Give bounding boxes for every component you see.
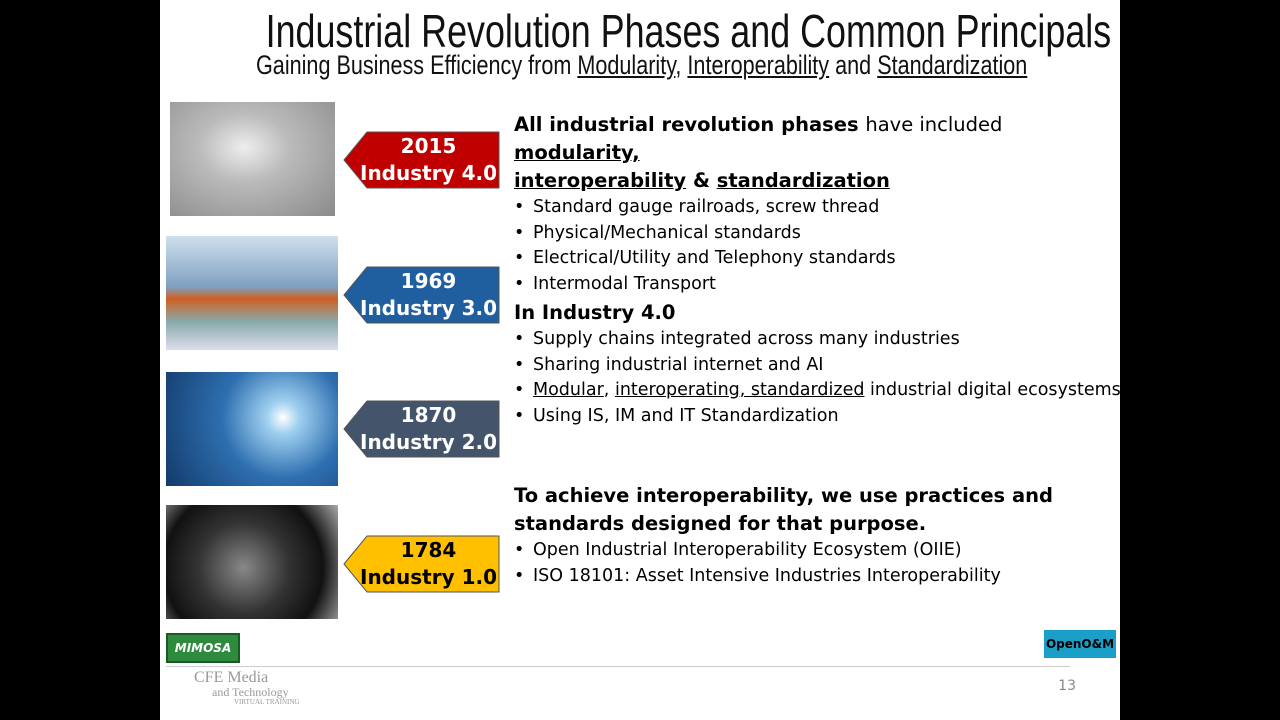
heading-text: To achieve interoperability, we use prac… [514, 484, 1053, 535]
subtitle-text: Gaining Business Efficiency from [256, 50, 572, 80]
section: All industrial revolution phases have in… [514, 111, 1114, 298]
title: Industrial Revolution Phases and Common … [265, 5, 1112, 57]
section: To achieve interoperability, we use prac… [514, 482, 1104, 589]
bullet: Open Industrial Interoperability Ecosyst… [514, 538, 1104, 564]
arrow-shape [343, 131, 500, 189]
bullet: Intermodal Transport [514, 272, 1114, 298]
year: 1870 [400, 403, 457, 427]
arrow-shape [343, 535, 500, 593]
arrow-text: 1784 Industry 1.0 [357, 537, 500, 591]
section: In Industry 4.0 Supply chains integrated… [514, 299, 1121, 430]
bullet-text: Modular [533, 380, 604, 401]
heading-text: have included [865, 113, 1003, 136]
year: 1969 [400, 269, 457, 293]
openom-logo: OpenO&M [1044, 630, 1116, 658]
year: 1784 [400, 538, 457, 562]
year: 2015 [400, 134, 457, 158]
cfe-logo: CFE Media and Technology VIRTUAL TRAININ… [194, 670, 300, 707]
page-number: 13 [1058, 678, 1076, 694]
bullet-text: industrial digital ecosystems [870, 380, 1121, 401]
bulbs-image [166, 372, 338, 486]
bullet: Sharing industrial internet and AI [514, 353, 1114, 379]
phase: Industry 4.0 [360, 161, 497, 185]
bullet: ISO 18101: Asset Intensive Industries In… [514, 564, 1104, 590]
mimosa-logo: MIMOSA [166, 633, 240, 663]
timeline-arrow: 1870 Industry 2.0 [343, 400, 500, 458]
timeline-arrow: 2015 Industry 4.0 [343, 131, 500, 189]
subtitle-text: Interoperability [687, 50, 830, 80]
subtitle-text: Modularity [577, 50, 676, 80]
heading-text: interoperability [514, 169, 687, 192]
heading-text: All industrial revolution phases [514, 113, 859, 136]
bullet: Supply chains integrated across many ind… [514, 327, 1114, 353]
brand-tag: VIRTUAL TRAINING [234, 698, 300, 706]
arrow-text: 1969 Industry 3.0 [357, 268, 500, 322]
phase: Industry 3.0 [360, 296, 497, 320]
slide: Industrial Revolution Phases and Common … [160, 0, 1121, 720]
brand: CFE Media [194, 669, 269, 686]
subtitle-text: and [835, 50, 872, 80]
heading-text: standardization [716, 169, 890, 192]
arrow-shape [343, 400, 500, 458]
heading-text: modularity, [514, 141, 640, 164]
bullet: Electrical/Utility and Telephony standar… [514, 246, 1114, 272]
arrow-shape [343, 266, 500, 324]
timeline-arrow: 1784 Industry 1.0 [343, 535, 500, 593]
subtitle-text: Standardization [877, 50, 1028, 80]
heading-text: & [692, 169, 710, 192]
timeline-arrow: 1969 Industry 3.0 [343, 266, 500, 324]
bullet: Standard gauge railroads, screw thread [514, 195, 1114, 221]
robot-image [166, 236, 338, 350]
brand-sub: and Technology [212, 685, 289, 699]
subtitle-text: , [675, 50, 682, 80]
heading-text: In Industry 4.0 [514, 301, 676, 324]
arrow-text: 2015 Industry 4.0 [357, 133, 500, 187]
bullet: Modular, interoperating, standardized in… [514, 378, 1121, 404]
phase: Industry 2.0 [360, 430, 497, 454]
locomotive-image [166, 505, 338, 619]
footer-rule [166, 666, 1070, 667]
bullet-text: interoperating, standardized [614, 380, 865, 401]
bullet: Physical/Mechanical standards [514, 221, 1114, 247]
bullet: Using IS, IM and IT Standardization [514, 404, 1114, 430]
subtitle: Gaining Business Efficiency from Modular… [256, 50, 1028, 81]
brain-image [170, 102, 335, 216]
bullet-text: , [603, 380, 610, 401]
arrow-text: 1870 Industry 2.0 [357, 402, 500, 456]
phase: Industry 1.0 [360, 565, 497, 589]
